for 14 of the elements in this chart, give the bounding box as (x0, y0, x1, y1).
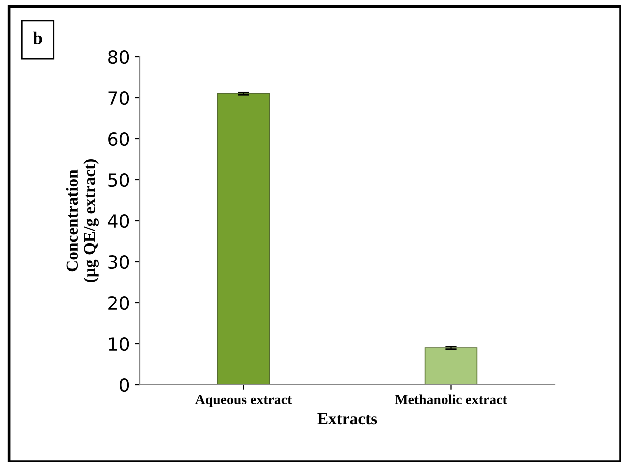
y-tick-label: 10 (109, 337, 130, 352)
y-tick-label: 20 (108, 296, 130, 310)
y-tick-label: 40 (108, 214, 130, 228)
y-tick-label: 50 (108, 173, 130, 188)
y-tick-label: 80 (108, 50, 130, 64)
y-tick-label: 60 (108, 132, 130, 146)
y-axis-title: Concentration (µg QE/g extract) (66, 160, 99, 282)
text: b (33, 32, 42, 45)
x-axis-title: Extracts (318, 414, 378, 425)
y-tick-label: 0 (120, 378, 130, 392)
y-tick-label: 70 (108, 91, 130, 106)
y-tick-label: 30 (108, 255, 130, 270)
x-tick-label: Methanolic extract (395, 394, 508, 404)
x-tick-label: Aqueous extract (195, 395, 292, 408)
